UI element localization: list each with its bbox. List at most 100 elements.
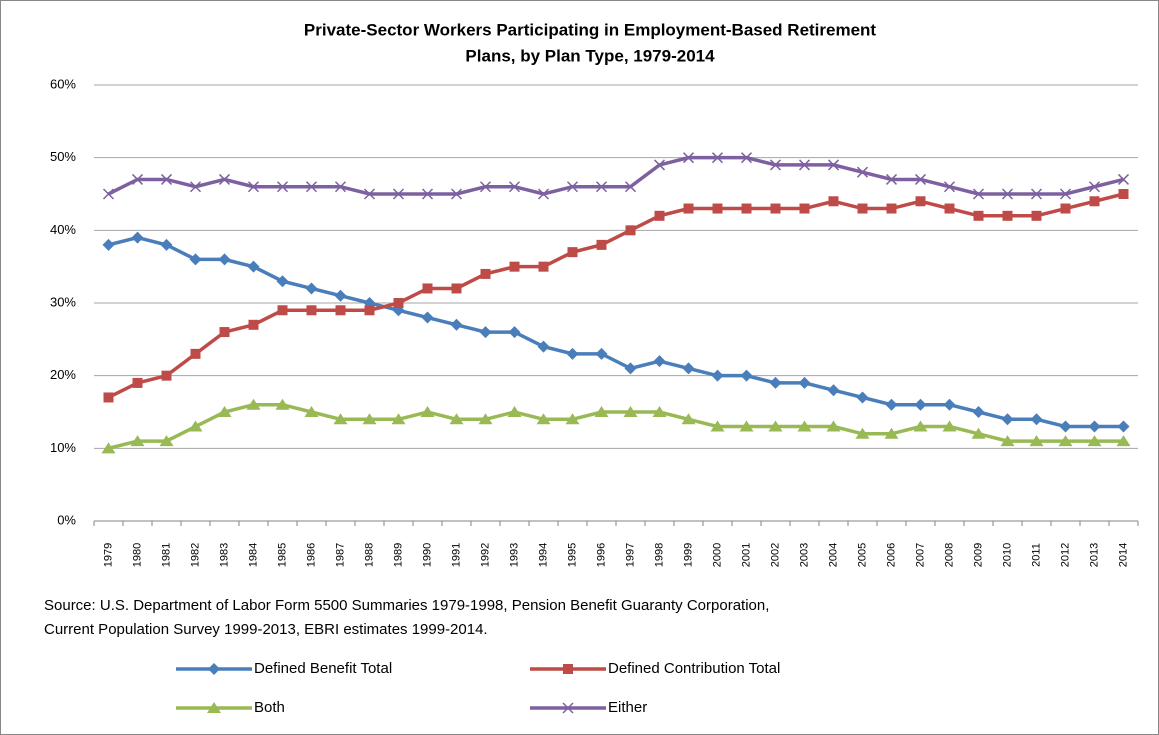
marker [479,181,492,193]
marker [159,435,174,447]
legend-label: Either [608,699,647,716]
y-tick-label: 20% [50,367,76,382]
marker [770,203,781,214]
marker [537,340,550,353]
marker [451,283,462,294]
marker [189,181,202,193]
marker [102,238,115,251]
marker [799,203,810,214]
x-tick-label: 1979 [102,543,114,567]
marker [188,420,203,432]
marker [208,663,220,675]
marker [189,253,202,266]
marker [246,398,261,410]
x-tick-label: 1993 [508,543,520,567]
legend-label: Defined Contribution Total [608,660,780,677]
source-note: Current Population Survey 1999-2013, EBR… [44,621,488,638]
x-tick-label: 1997 [624,543,636,567]
marker [595,347,608,360]
marker [392,188,405,200]
marker [769,376,782,389]
marker [915,196,926,207]
x-tick-label: 2001 [740,543,752,567]
y-tick-label: 40% [50,222,76,237]
series-line [108,235,1124,429]
marker [449,413,464,425]
x-tick-label: 2012 [1059,543,1071,567]
marker [682,362,695,375]
x-tick-label: 1990 [421,543,433,567]
chart-title: Plans, by Plan Type, 1979-2014 [465,46,715,65]
x-tick-label: 1992 [479,543,491,567]
marker [971,427,986,439]
marker [594,406,609,417]
marker [886,203,897,214]
marker [653,355,666,368]
marker [566,181,579,193]
marker [218,173,231,185]
marker [1030,413,1043,426]
marker [536,413,551,425]
marker [102,188,115,200]
y-tick-label: 30% [50,294,76,309]
marker [304,406,319,417]
marker [103,392,114,403]
x-tick-label: 1989 [392,543,404,567]
marker [683,203,694,214]
series-line [108,402,1124,451]
x-tick-label: 1999 [682,543,694,567]
marker [944,203,955,214]
x-tick-label: 1986 [305,543,317,567]
legend-label: Defined Benefit Total [254,660,392,677]
marker [798,376,811,389]
marker [1117,173,1130,185]
x-tick-label: 2011 [1030,543,1042,567]
marker [1001,188,1014,200]
x-tick-label: 2003 [798,543,810,567]
marker [247,181,260,193]
marker [623,406,638,417]
legend-label: Both [254,699,285,716]
marker [914,398,927,411]
x-tick-label: 2010 [1001,543,1013,567]
marker [276,275,289,288]
x-tick-label: 2014 [1117,543,1129,567]
marker [160,173,173,185]
x-tick-label: 1995 [566,543,578,567]
marker [769,159,782,171]
x-tick-label: 1998 [653,543,665,567]
x-tick-label: 2008 [943,543,955,567]
marker [654,210,665,221]
x-tick-label: 1983 [218,543,230,567]
y-tick-label: 60% [50,76,76,91]
marker [652,406,667,417]
marker [422,283,433,294]
marker [160,238,173,251]
marker [596,239,607,250]
marker [856,391,869,404]
marker [364,305,375,316]
x-tick-label: 2009 [972,543,984,567]
marker [1001,413,1014,426]
marker [362,413,377,425]
marker [1088,181,1101,193]
marker [595,181,608,193]
marker [624,362,637,375]
marker [275,398,290,410]
marker [563,664,573,674]
x-tick-label: 1991 [450,543,462,567]
marker [450,318,463,331]
marker [797,420,812,432]
marker [711,152,724,164]
marker [335,305,346,316]
marker [913,420,928,432]
marker [562,702,574,714]
marker [711,369,724,382]
marker [565,413,580,425]
x-tick-label: 1988 [363,543,375,567]
marker [885,398,898,411]
x-tick-label: 1985 [276,543,288,567]
marker [972,406,985,418]
